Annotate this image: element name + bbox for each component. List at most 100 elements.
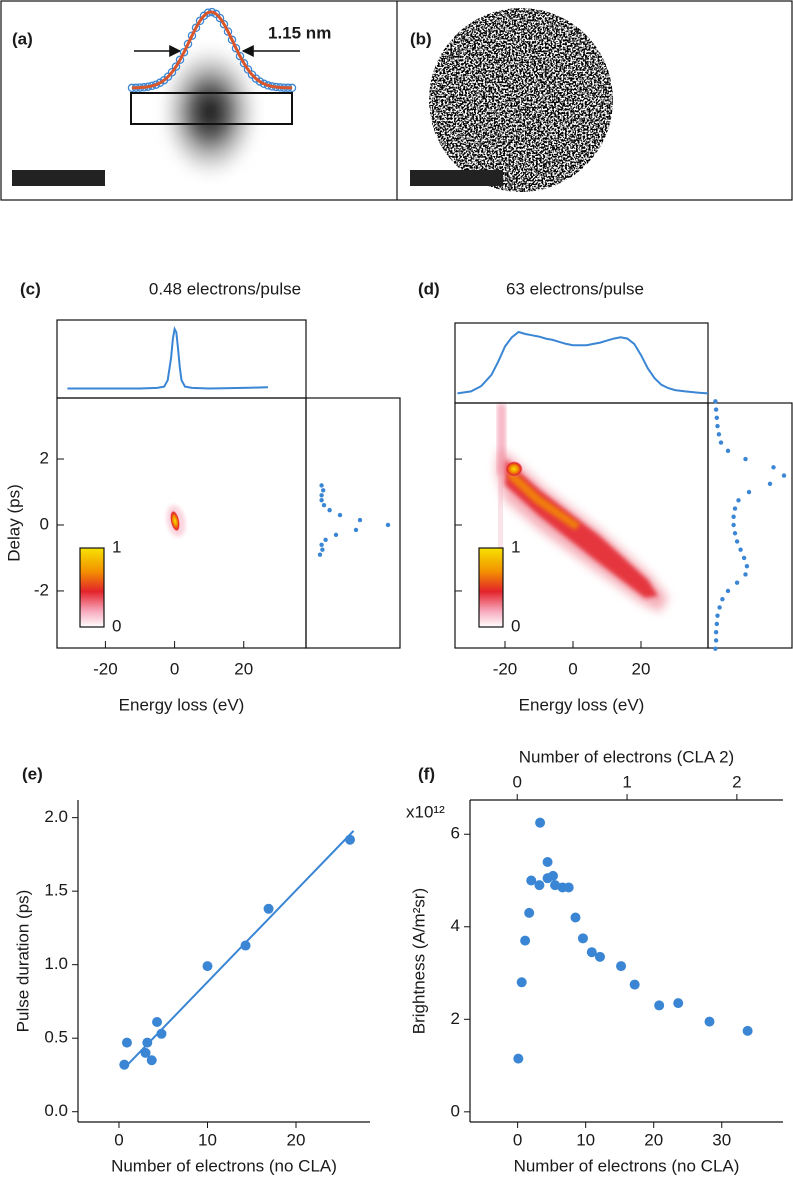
data-point <box>513 1053 524 1064</box>
x-tick-label: 10 <box>198 1130 217 1149</box>
side-profile-point <box>713 407 719 412</box>
data-point <box>121 1037 132 1048</box>
panel-label: (c) <box>20 279 41 298</box>
top-profile <box>67 325 269 390</box>
data-point <box>524 907 535 918</box>
profile-point <box>227 35 237 45</box>
top-profile <box>457 330 709 395</box>
heatmap-streak <box>497 404 506 474</box>
top-profile-frame <box>454 322 709 404</box>
panel-label: (f) <box>418 764 435 783</box>
profile-point <box>191 23 201 33</box>
y-tick-label: 2 <box>451 1009 460 1028</box>
heatmap-band <box>505 460 658 598</box>
data-point <box>673 998 684 1009</box>
side-profile-point <box>734 539 740 544</box>
x-tick-label: 10 <box>576 1130 595 1149</box>
data-point <box>142 1037 153 1048</box>
side-profile-point <box>767 481 773 486</box>
data-point <box>542 856 553 867</box>
side-profile-point <box>744 564 750 569</box>
data-point <box>654 1000 665 1011</box>
x-tick-label: -20 <box>93 659 118 678</box>
data-point <box>629 979 640 990</box>
y-tick-label: 1.5 <box>44 881 68 900</box>
side-profile-point <box>319 498 324 503</box>
data-point <box>577 933 588 944</box>
heatmap-streak <box>498 470 503 620</box>
side-profile-point <box>319 542 324 547</box>
x-tick-label: 20 <box>287 1130 306 1149</box>
side-profile-point <box>353 527 359 533</box>
side-profile-point <box>746 489 752 495</box>
gaussian-profile <box>127 7 297 93</box>
speckle-disk <box>429 8 613 192</box>
colorbar-tick-label: 1 <box>511 537 520 556</box>
side-profile-point <box>771 465 776 470</box>
data-point <box>156 1028 167 1039</box>
side-profile-point <box>385 522 391 528</box>
colorbar <box>79 547 105 628</box>
data-point <box>535 817 546 828</box>
side-profile-point <box>714 415 719 421</box>
profile-point <box>183 39 193 49</box>
side-profile-point <box>714 621 719 627</box>
x-tick-label: 30 <box>712 1130 731 1149</box>
x-axis-label: Number of electrons (no CLA) <box>514 1156 740 1175</box>
side-profile-point <box>738 547 743 552</box>
x2-tick-label: 2 <box>732 772 741 791</box>
side-profile-point <box>717 605 722 610</box>
y-tick-label: 0 <box>40 514 49 533</box>
x-tick-label: 0 <box>513 1130 522 1149</box>
x-tick-label: 0 <box>568 659 577 678</box>
x2-tick-label: 1 <box>622 772 631 791</box>
chart-title: 0.48 electrons/pulse <box>149 279 301 298</box>
side-profile-point <box>327 507 332 513</box>
data-point <box>570 912 581 923</box>
side-profile-point <box>725 448 731 454</box>
colorbar <box>478 547 504 628</box>
y-tick-label: 0.0 <box>44 1101 68 1120</box>
side-profile-point <box>732 506 738 511</box>
data-point <box>548 870 559 881</box>
data-point <box>616 961 627 972</box>
side-profile-point <box>734 580 740 585</box>
colorbar-tick-label: 0 <box>112 616 121 635</box>
colorbar-tick-label: 1 <box>112 537 121 556</box>
profile-point <box>195 16 205 26</box>
x-tick-label: 20 <box>632 659 651 678</box>
panel-label: (a) <box>12 29 33 48</box>
y-tick-label: 0 <box>451 1101 460 1120</box>
scale-bar <box>410 170 503 186</box>
profile-point <box>167 67 177 77</box>
side-profile-point <box>725 588 731 594</box>
x-axis-label: Energy loss (eV) <box>119 695 245 714</box>
beam-spot <box>158 42 262 182</box>
y-axis-label: Pulse duration (ps) <box>13 890 32 1033</box>
data-point <box>119 1059 130 1070</box>
side-profile-point <box>713 399 718 404</box>
side-profile-point <box>323 537 328 543</box>
y-tick-label: 6 <box>451 824 460 843</box>
data-point <box>140 1047 151 1058</box>
data-point <box>742 1025 753 1036</box>
y-tick-label: 0.5 <box>44 1028 68 1047</box>
side-profile-point <box>319 483 324 488</box>
annotation: 1.15 nm <box>268 23 331 42</box>
heatmap-band <box>508 468 580 530</box>
x-tick-label: 0 <box>170 659 179 678</box>
profile-point <box>179 47 189 57</box>
side-profile-point <box>715 613 720 618</box>
side-profile-point <box>731 514 736 519</box>
profile-point <box>243 65 253 74</box>
side-profile-frame <box>707 402 793 649</box>
profile-point <box>231 43 241 53</box>
x-tick-label: 0 <box>114 1130 123 1149</box>
side-profile-point <box>731 522 736 528</box>
data-point <box>586 947 597 958</box>
panel-label: (d) <box>418 279 440 298</box>
heatmap-spot <box>505 461 523 477</box>
profile-point <box>171 62 181 71</box>
data-point <box>146 1055 157 1066</box>
chart-title: 63 electrons/pulse <box>506 279 644 298</box>
